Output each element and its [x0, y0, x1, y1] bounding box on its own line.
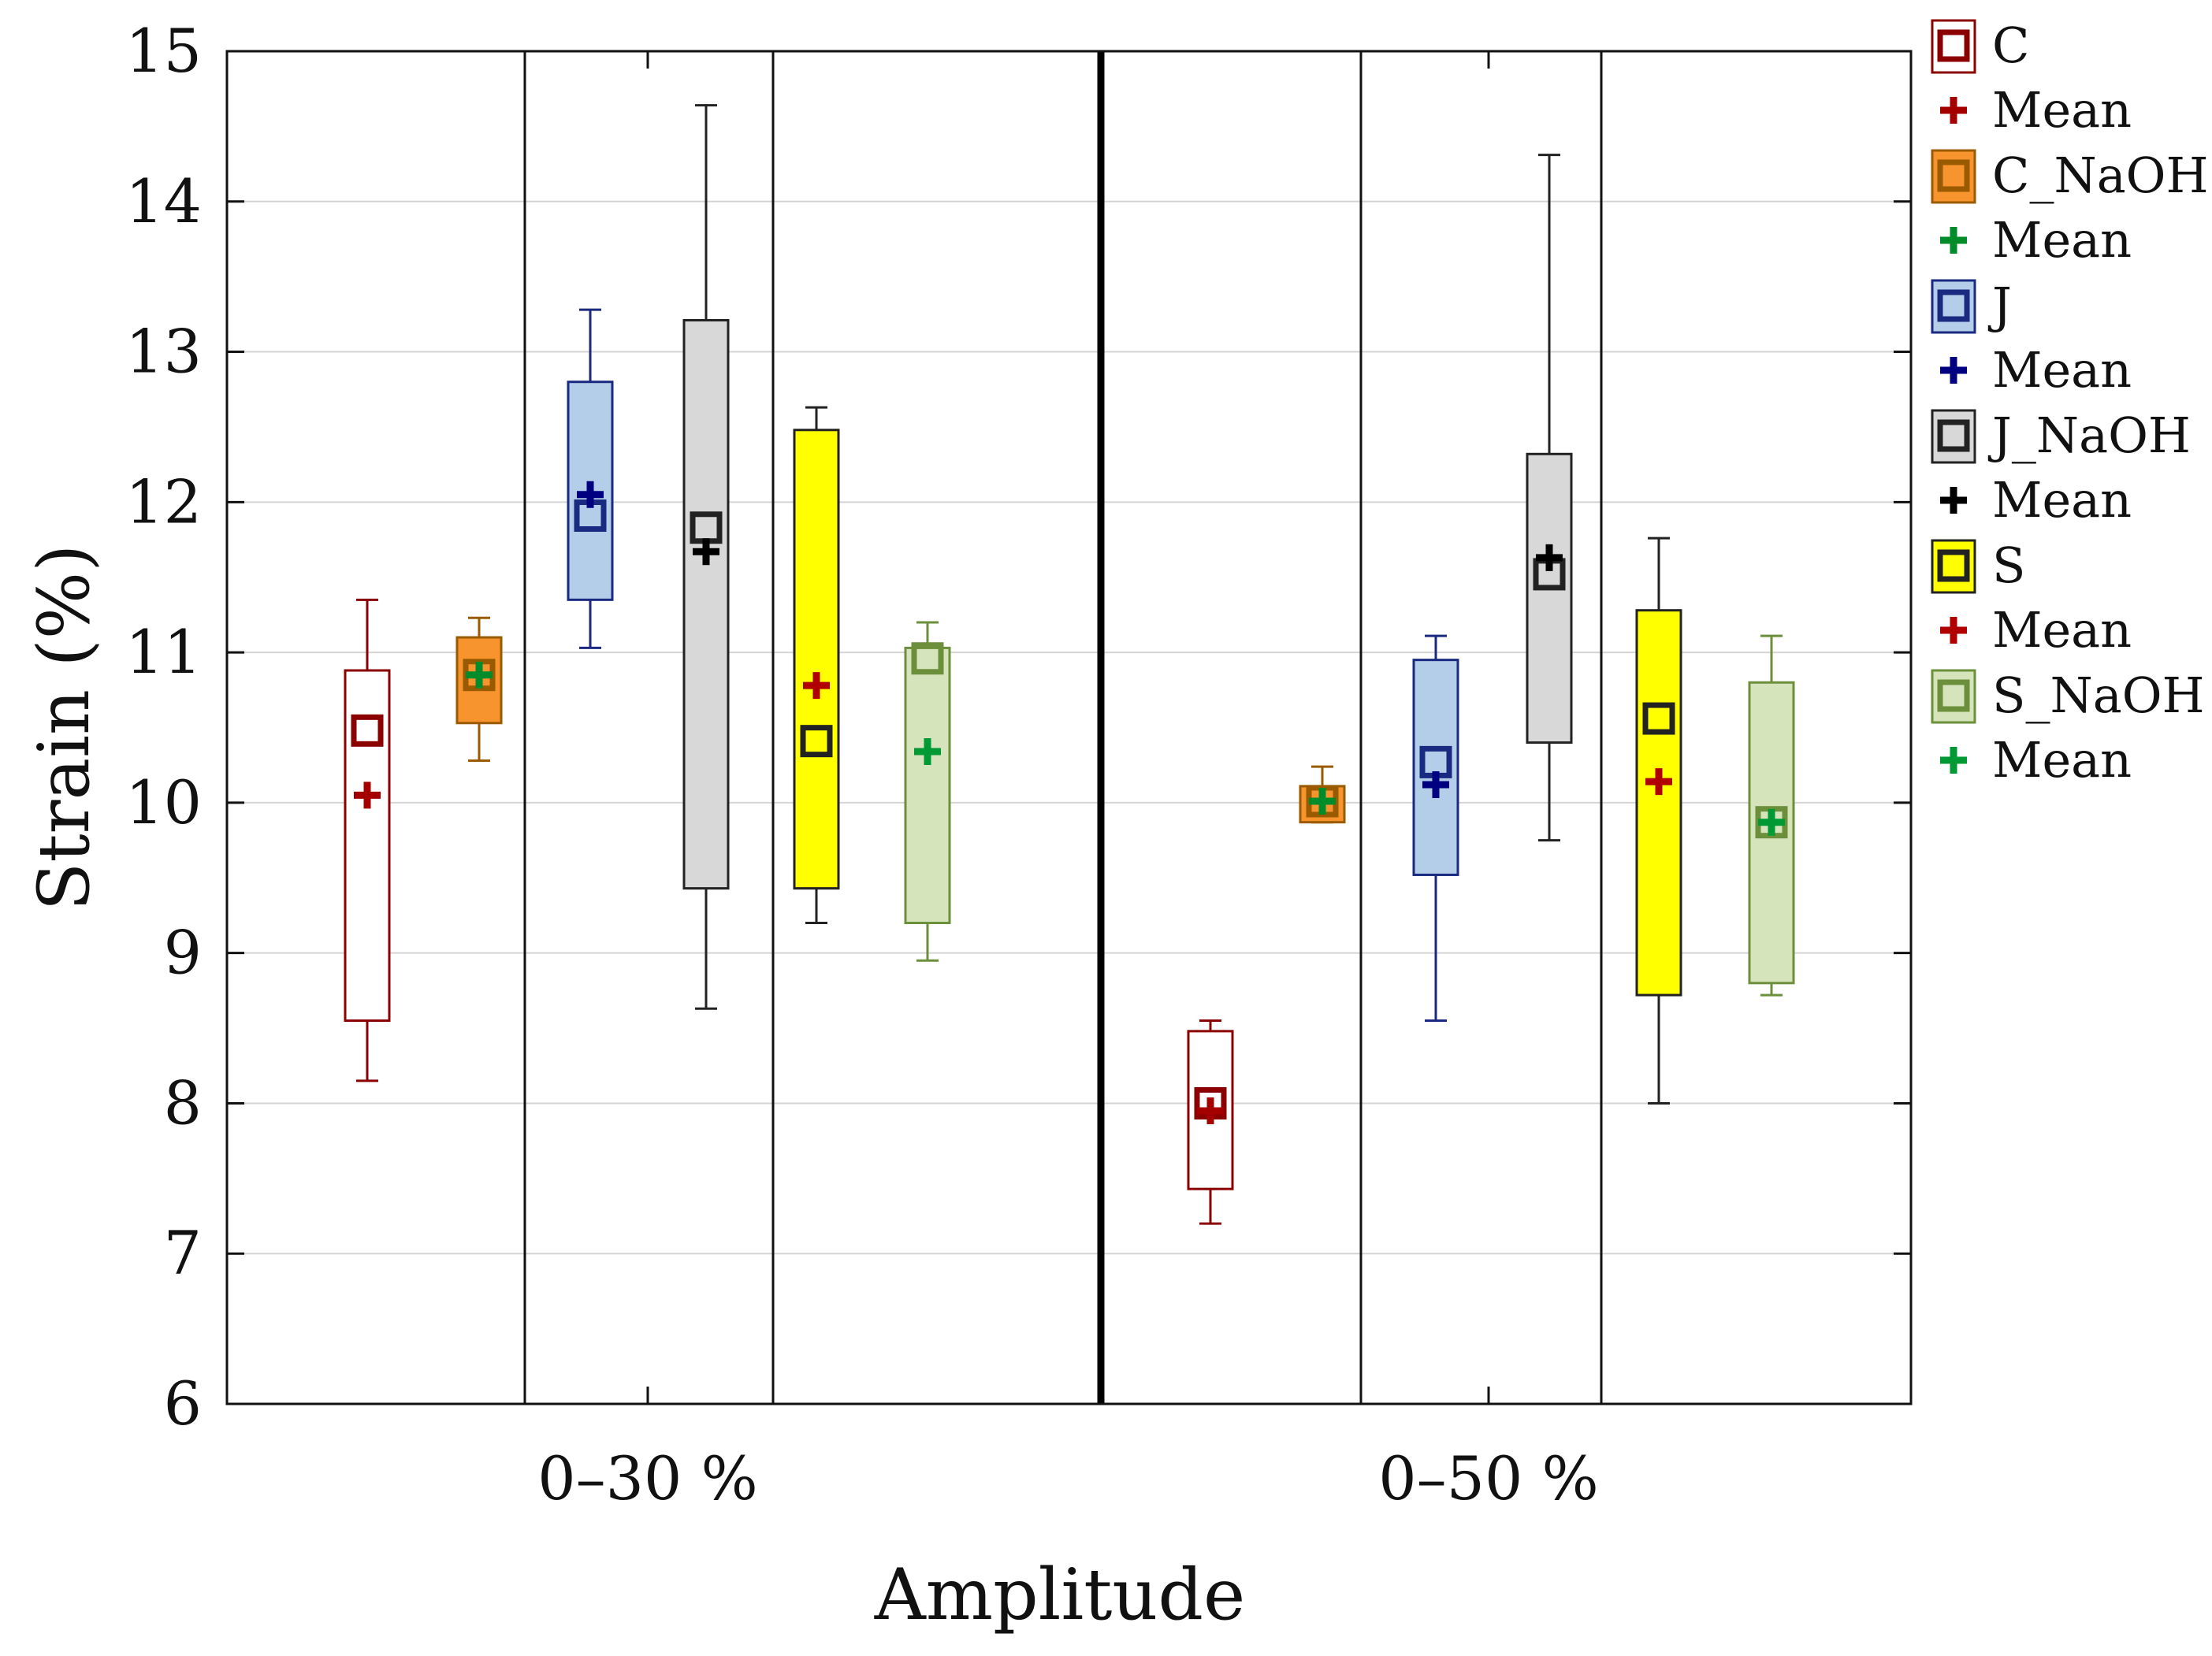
- box-j-group-1: [567, 308, 614, 649]
- median-marker: [1642, 702, 1675, 735]
- box-c-naoh-group-1: [455, 616, 503, 762]
- legend-mean-marker: [1940, 97, 1967, 124]
- legend-entry-s: S: [1931, 537, 2025, 594]
- box-j-naoh-group-2: [1526, 154, 1573, 842]
- y-tick-label: 10: [125, 767, 202, 837]
- mean-marker: [354, 782, 381, 809]
- legend-label-mean: Mean: [1992, 81, 2132, 139]
- legend-mean-marker: [1940, 747, 1967, 774]
- legend-label: J: [1987, 277, 2012, 334]
- mean-marker: [1422, 770, 1449, 798]
- mean-marker: [466, 661, 493, 689]
- y-tick-label: 6: [164, 1368, 202, 1439]
- legend-label-mean: Mean: [1992, 341, 2132, 399]
- y-tick-label: 7: [164, 1218, 202, 1288]
- y-tick-label: 13: [125, 317, 202, 387]
- mean-marker: [1309, 787, 1336, 815]
- legend-entry-j: J: [1931, 277, 2012, 334]
- legend-median-marker: [1937, 679, 1970, 712]
- median-marker: [351, 714, 384, 747]
- legend-mean-marker: [1940, 357, 1967, 384]
- legend-label: S: [1992, 537, 2025, 594]
- legend-median-marker: [1937, 549, 1970, 582]
- mean-marker: [1536, 544, 1563, 571]
- x-axis-ticks: 0–30 % 0–50 %: [537, 51, 1599, 1513]
- box-c-group-1: [344, 598, 391, 1082]
- y-tick-label: 15: [125, 16, 202, 86]
- legend-entry-j-naoh: J_NaOH: [1931, 407, 2191, 464]
- legend-median-marker: [1937, 159, 1970, 192]
- mean-marker: [1197, 1097, 1224, 1124]
- box-j-group-2: [1412, 634, 1459, 1023]
- legend: C Mean C_NaOH Mean J Mean J_NaOH Mean S Mean S_NaO…: [1931, 17, 2209, 789]
- legend-entry-s-naoh: S_NaOH: [1931, 666, 2205, 724]
- legend-mean-marker: [1940, 227, 1967, 254]
- legend-entry-mean: Mean: [1940, 731, 2132, 789]
- x-tick-label: 0–50 %: [1378, 1443, 1598, 1513]
- legend-label-mean: Mean: [1992, 601, 2132, 659]
- y-tick-label: 9: [164, 918, 202, 988]
- group-separators: [523, 51, 1603, 1404]
- mean-marker: [1758, 808, 1785, 836]
- box-j-naoh-group-1: [682, 104, 730, 1010]
- legend-median-marker: [1937, 29, 1970, 62]
- box-iqr: [904, 646, 951, 925]
- mean-marker: [914, 738, 941, 766]
- box-c-group-2: [1187, 1019, 1234, 1225]
- legend-label-mean: Mean: [1992, 731, 2132, 789]
- y-tick-label: 11: [125, 617, 202, 687]
- legend-label: C_NaOH: [1992, 147, 2209, 204]
- legend-entry-c-naoh: C_NaOH: [1931, 147, 2209, 204]
- box-iqr: [1635, 609, 1682, 997]
- box-s-group-2: [1635, 537, 1682, 1105]
- grid-lines: [227, 200, 1911, 1255]
- box-iqr: [1526, 452, 1573, 744]
- y-axis-title: Strain (%): [23, 544, 106, 912]
- mean-marker: [577, 481, 604, 508]
- mean-marker: [803, 672, 830, 700]
- legend-label-mean: Mean: [1992, 471, 2132, 529]
- legend-entry-mean: Mean: [1940, 81, 2132, 139]
- y-axis-ticks: 6 7 8 9 10 11 12 13 14 15: [125, 16, 1911, 1439]
- y-tick-label: 8: [164, 1067, 202, 1138]
- box-iqr: [793, 429, 840, 890]
- legend-label: S_NaOH: [1992, 666, 2205, 724]
- y-tick-label: 12: [125, 466, 202, 537]
- box-s-group-1: [793, 406, 840, 925]
- median-marker: [911, 642, 944, 675]
- mean-marker: [1645, 768, 1672, 796]
- x-tick-label: 0–30 %: [537, 1443, 757, 1513]
- median-marker: [800, 725, 833, 758]
- legend-mean-marker: [1940, 487, 1967, 514]
- box-iqr: [682, 318, 730, 890]
- y-tick-label: 14: [125, 166, 202, 236]
- box-series: [344, 104, 1795, 1225]
- legend-entry-mean: Mean: [1940, 341, 2132, 399]
- mean-marker: [693, 538, 719, 566]
- legend-median-marker: [1937, 289, 1970, 322]
- box-c-naoh-group-2: [1299, 765, 1346, 824]
- legend-label: C: [1992, 17, 2029, 74]
- plot-frame: [225, 50, 1913, 1405]
- box-s-naoh-group-1: [904, 621, 951, 962]
- legend-entry-mean: Mean: [1940, 211, 2132, 269]
- legend-entry-mean: Mean: [1940, 471, 2132, 529]
- legend-entry-c: C: [1931, 17, 2029, 74]
- box-s-naoh-group-2: [1748, 634, 1795, 997]
- legend-mean-marker: [1940, 617, 1967, 644]
- legend-median-marker: [1937, 419, 1970, 452]
- x-axis-title: Amplitude: [874, 1554, 1246, 1636]
- legend-label-mean: Mean: [1992, 211, 2132, 269]
- legend-label: J_NaOH: [1987, 407, 2191, 464]
- legend-entry-mean: Mean: [1940, 601, 2132, 659]
